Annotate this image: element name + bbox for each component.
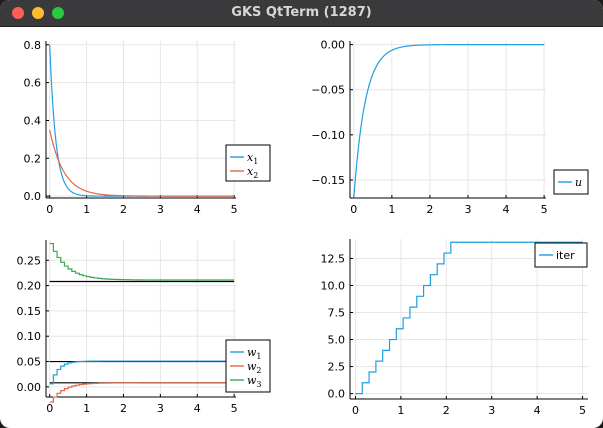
y-tick-label: −0.15 xyxy=(311,174,345,187)
y-tick-label: 0.4 xyxy=(24,114,42,127)
y-tick-label: 0.2 xyxy=(24,152,42,165)
y-tick-label: 0.05 xyxy=(17,356,42,369)
legend-box xyxy=(225,144,271,182)
x-tick-label: 3 xyxy=(488,404,495,417)
legend-entry: iter xyxy=(556,249,575,262)
x-tick-label: 0 xyxy=(46,402,53,415)
y-tick-label: 0.0 xyxy=(328,388,346,401)
x-tick-label: 1 xyxy=(397,404,404,417)
x-tick-label: 0 xyxy=(46,203,53,216)
y-tick-label: 0.20 xyxy=(17,280,42,293)
close-window-button[interactable] xyxy=(12,7,24,19)
chart-input: 0 1 2 3 4 5 0.00 −0.05 −0.10 −0.15 u xyxy=(311,39,589,216)
y-tick-label: 0.25 xyxy=(17,254,42,267)
x-tick-label: 1 xyxy=(83,203,90,216)
y-tick-label: 0.8 xyxy=(24,39,42,52)
y-tick-label: −0.10 xyxy=(311,129,345,142)
series-line-w2 xyxy=(49,382,235,403)
x-tick-label: 2 xyxy=(120,203,127,216)
x-tick-label: 3 xyxy=(157,402,164,415)
legend-entry: x2 xyxy=(247,165,258,180)
series-line-u xyxy=(353,44,545,199)
series-line-x2 xyxy=(49,129,235,197)
legend: iter xyxy=(534,242,588,268)
y-tick-label: 12.5 xyxy=(321,252,346,265)
series-line-iter xyxy=(355,241,583,395)
x-tick-label: 4 xyxy=(194,203,201,216)
y-tick-label: 0.15 xyxy=(17,305,42,318)
minimize-window-button[interactable] xyxy=(32,7,44,19)
y-tick-label: 7.5 xyxy=(328,307,346,320)
x-tick-label: 5 xyxy=(231,203,238,216)
y-tick-label: 0.00 xyxy=(321,39,346,52)
y-tick-label: 0.6 xyxy=(24,77,42,90)
x-tick-label: 5 xyxy=(579,404,586,417)
legend-entry: x1 xyxy=(247,151,258,166)
x-tick-label: 4 xyxy=(503,203,510,216)
x-tick-label: 2 xyxy=(426,203,433,216)
y-tick-label: 0.0 xyxy=(24,190,42,203)
y-tick-label: 2.5 xyxy=(328,361,346,374)
y-tick-label: −0.05 xyxy=(311,84,345,97)
x-tick-label: 5 xyxy=(231,402,238,415)
x-tick-label: 5 xyxy=(541,203,548,216)
x-tick-label: 3 xyxy=(157,203,164,216)
title-bar: GKS QtTerm (1287) xyxy=(0,0,603,27)
x-tick-label: 4 xyxy=(534,404,541,417)
x-tick-label: 1 xyxy=(388,203,395,216)
series-line-w1 xyxy=(49,360,235,385)
chart-iterations: 0 1 2 3 4 5 0.0 2.5 5.0 7.5 10.0 12.5 iter xyxy=(321,239,588,417)
x-tick-label: 0 xyxy=(352,404,359,417)
y-tick-label: 0.00 xyxy=(17,381,42,394)
y-tick-label: 5.0 xyxy=(328,334,346,347)
x-tick-label: 4 xyxy=(194,402,201,415)
zoom-window-button[interactable] xyxy=(52,7,64,19)
x-tick-label: 0 xyxy=(350,203,357,216)
x-tick-label: 2 xyxy=(120,402,127,415)
series-line-w3 xyxy=(49,242,235,281)
legend: u xyxy=(553,169,589,195)
x-tick-label: 1 xyxy=(83,402,90,415)
legend-entry: u xyxy=(575,176,582,189)
y-tick-label: 0.10 xyxy=(17,330,42,343)
window-title: GKS QtTerm (1287) xyxy=(231,5,372,20)
y-tick-label: 10.0 xyxy=(321,279,346,292)
x-tick-label: 2 xyxy=(443,404,450,417)
x-tick-label: 3 xyxy=(464,203,471,216)
